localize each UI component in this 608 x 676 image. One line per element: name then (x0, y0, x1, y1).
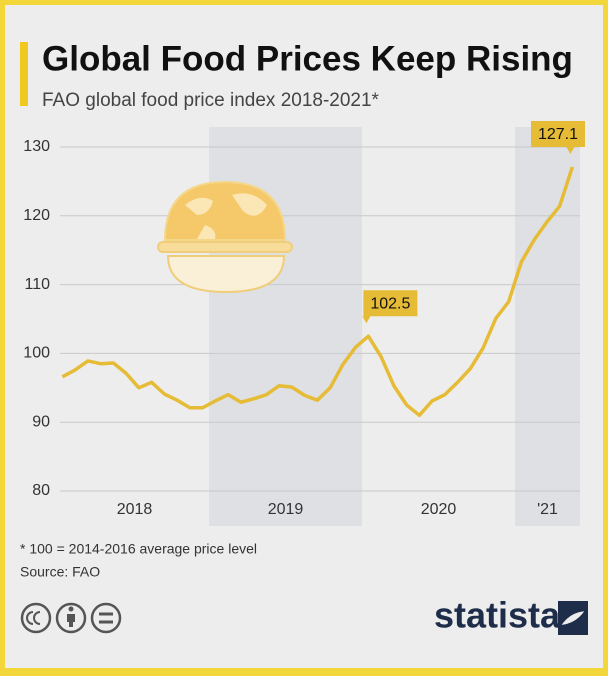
y-tick-label: 120 (23, 207, 50, 224)
brand-logo (558, 601, 588, 635)
x-tick-label: 2019 (268, 501, 304, 518)
data-label: 127.1 (538, 126, 578, 143)
source: Source: FAO (20, 564, 100, 580)
y-tick-label: 90 (32, 413, 50, 430)
data-line (61, 166, 575, 418)
title-accent (20, 42, 28, 106)
license-icons (20, 602, 122, 634)
data-label: 102.5 (370, 295, 410, 312)
burger-illustration (157, 180, 293, 294)
y-tick-label: 130 (23, 138, 50, 155)
chart-subtitle: FAO global food price index 2018-2021* (42, 90, 380, 111)
period-band (515, 127, 580, 526)
callout-box (362, 290, 418, 324)
y-tick-label: 110 (24, 276, 50, 293)
brand: statista (434, 595, 561, 636)
x-tick-label: '21 (537, 501, 558, 518)
chart-title: Global Food Prices Keep Rising (42, 39, 573, 78)
callout-box (531, 120, 585, 154)
footnote: * 100 = 2014-2016 average price level (20, 541, 257, 557)
x-tick-label: 2018 (117, 501, 153, 518)
y-tick-label: 100 (23, 345, 50, 362)
x-tick-label: 2020 (421, 501, 457, 518)
y-tick-label: 80 (32, 482, 50, 499)
plot: 2018 2019 2020 '21 80 90 100 110 120 130 102.5 127.… (23, 120, 585, 526)
